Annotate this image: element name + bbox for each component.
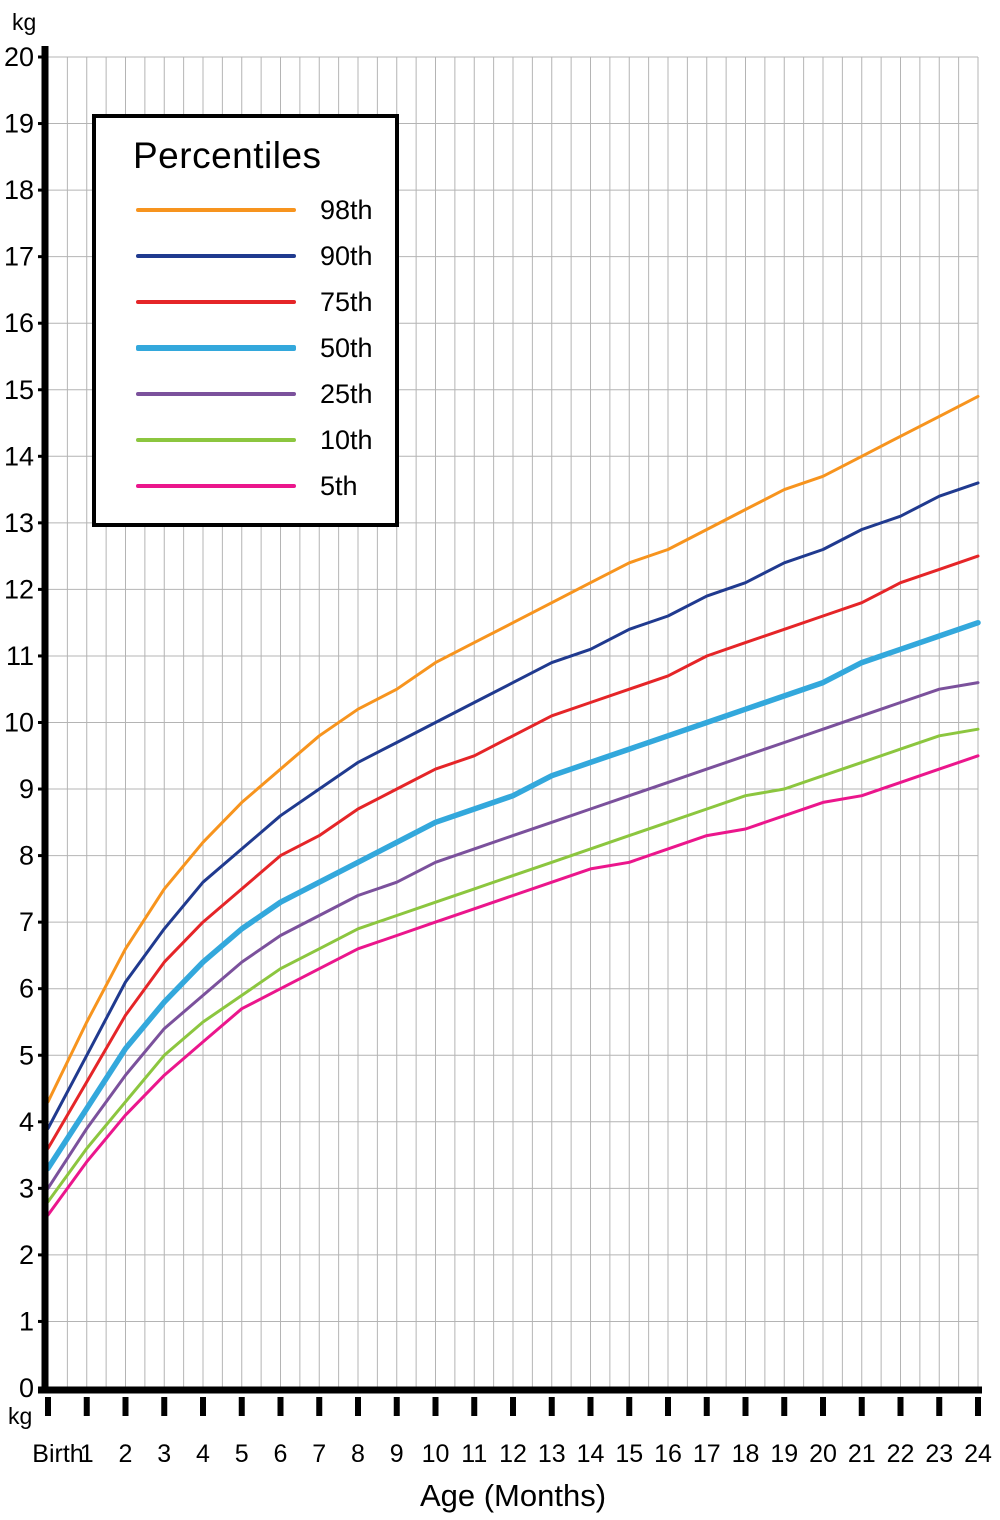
y-axis-tick-label: 15 [4, 375, 34, 405]
series-line-50th [45, 619, 981, 1172]
x-axis-tick-label: 5 [235, 1440, 249, 1468]
y-axis-tick-label: 19 [4, 109, 34, 139]
x-axis-tick-label: 2 [119, 1440, 133, 1468]
x-axis-tick-label: 20 [809, 1440, 837, 1468]
x-axis-tick-label: 8 [351, 1440, 365, 1468]
x-axis-tick-label: 9 [390, 1440, 404, 1468]
legend-label-90th: 90th [320, 240, 373, 271]
y-axis-tick-label: 1 [19, 1306, 34, 1336]
x-axis-tick-label: 10 [422, 1440, 450, 1468]
x-axis-tick-label: 18 [732, 1440, 760, 1468]
series-line-98th [46, 394, 980, 1104]
legend-label-5th: 5th [320, 470, 358, 501]
legend-swatch-75th [136, 300, 296, 304]
y-axis-tick-label: 18 [4, 175, 34, 205]
x-axis-tick-label: 16 [654, 1440, 682, 1468]
legend-label-98th: 98th [320, 194, 373, 225]
series-line-75th [46, 554, 980, 1150]
x-axis-tick-label: 13 [538, 1440, 566, 1468]
y-axis-tick-label: 0 [19, 1373, 34, 1403]
series-line-10th [46, 727, 980, 1204]
legend-swatch-90th [136, 254, 296, 258]
y-axis-tick-label: 4 [19, 1107, 34, 1137]
x-axis-tick-label: 23 [925, 1440, 953, 1468]
legend-entry-50th: 50th [96, 325, 395, 371]
legend-label-10th: 10th [320, 424, 373, 455]
y-axis-tick-label: 3 [19, 1173, 34, 1203]
x-axis-tick-label: 1 [80, 1440, 94, 1468]
legend-swatch-10th [136, 438, 296, 442]
y-axis-tick-label: 13 [4, 508, 34, 538]
x-axis-tick-label: 14 [577, 1440, 605, 1468]
y-axis-unit-top: kg [12, 9, 36, 35]
series-line-90th [46, 481, 980, 1130]
y-axis-tick-label: 7 [19, 907, 34, 937]
x-axis-tick-label: 22 [887, 1440, 915, 1468]
y-axis-tick-label: 17 [4, 242, 34, 272]
series-line-25th [46, 681, 980, 1190]
legend-label-75th: 75th [320, 286, 373, 317]
y-axis-tick-label: 8 [19, 841, 34, 871]
legend-swatch-98th [136, 208, 296, 212]
legend-label-25th: 25th [320, 378, 373, 409]
x-axis-tick-label: 19 [770, 1440, 798, 1468]
y-axis-tick-label: 2 [19, 1240, 34, 1270]
legend-entries: 98th 90th 75th 50th 25th 10th 5th [96, 187, 395, 509]
y-axis-tick-label: 20 [4, 42, 34, 72]
x-axis-title: Age (Months) [420, 1478, 606, 1513]
legend: Percentiles 98th 90th 75th 50th 25th 10th 5th [92, 114, 399, 527]
legend-entry-5th: 5th [96, 463, 395, 509]
y-axis-tick-label: 12 [4, 574, 34, 604]
y-axis-tick-label: 6 [19, 974, 34, 1004]
x-axis-tick-label: 24 [964, 1440, 992, 1468]
legend-entry-25th: 25th [96, 371, 395, 417]
y-axis-tick-label: 14 [4, 441, 34, 471]
x-axis-tick-label: 21 [848, 1440, 876, 1468]
x-axis-tick-label: 11 [461, 1440, 487, 1468]
legend-entry-75th: 75th [96, 279, 395, 325]
y-axis-tick-label: 11 [6, 641, 34, 671]
x-axis-tick-label: 15 [615, 1440, 643, 1468]
legend-entry-10th: 10th [96, 417, 395, 463]
x-axis-tick-label: Birth [32, 1440, 83, 1468]
legend-title: Percentiles [133, 135, 322, 176]
x-axis-tick-label: 6 [274, 1440, 288, 1468]
legend-entry-98th: 98th [96, 187, 395, 233]
x-axis-tick-label: 3 [157, 1440, 171, 1468]
x-axis-tick-label: 7 [312, 1440, 326, 1468]
y-axis-tick-label: 10 [4, 708, 34, 738]
x-axis-tick-label: 4 [196, 1440, 210, 1468]
y-axis-unit-bottom: kg [8, 1403, 32, 1429]
legend-label-50th: 50th [320, 332, 373, 363]
legend-swatch-25th [136, 392, 296, 396]
legend-swatch-50th [136, 345, 296, 351]
legend-swatch-5th [136, 484, 296, 488]
y-axis-tick-label: 5 [19, 1040, 34, 1070]
legend-entry-90th: 90th [96, 233, 395, 279]
y-axis-tick-label: 9 [19, 774, 34, 804]
x-axis-tick-label: 12 [499, 1440, 527, 1468]
series-line-5th [46, 754, 980, 1217]
y-axis-tick-label: 16 [4, 308, 34, 338]
x-axis-tick-label: 17 [693, 1440, 721, 1468]
